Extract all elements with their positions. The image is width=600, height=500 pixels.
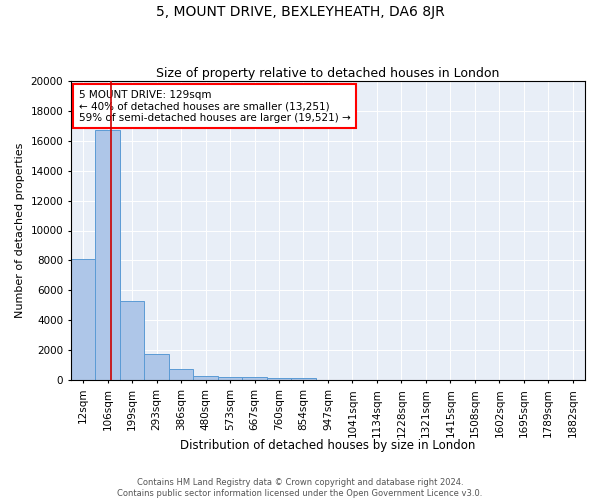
Bar bbox=[242, 378, 267, 380]
Bar bbox=[169, 369, 193, 380]
Bar bbox=[193, 376, 218, 380]
Bar bbox=[145, 354, 169, 380]
Text: Contains HM Land Registry data © Crown copyright and database right 2024.
Contai: Contains HM Land Registry data © Crown c… bbox=[118, 478, 482, 498]
Bar bbox=[120, 301, 145, 380]
Text: 5, MOUNT DRIVE, BEXLEYHEATH, DA6 8JR: 5, MOUNT DRIVE, BEXLEYHEATH, DA6 8JR bbox=[155, 5, 445, 19]
X-axis label: Distribution of detached houses by size in London: Distribution of detached houses by size … bbox=[180, 440, 476, 452]
Title: Size of property relative to detached houses in London: Size of property relative to detached ho… bbox=[156, 66, 500, 80]
Bar bbox=[95, 130, 120, 380]
Bar bbox=[71, 259, 95, 380]
Bar bbox=[267, 378, 291, 380]
Y-axis label: Number of detached properties: Number of detached properties bbox=[15, 143, 25, 318]
Bar bbox=[218, 377, 242, 380]
Text: 5 MOUNT DRIVE: 129sqm
← 40% of detached houses are smaller (13,251)
59% of semi-: 5 MOUNT DRIVE: 129sqm ← 40% of detached … bbox=[79, 90, 350, 123]
Bar bbox=[291, 378, 316, 380]
